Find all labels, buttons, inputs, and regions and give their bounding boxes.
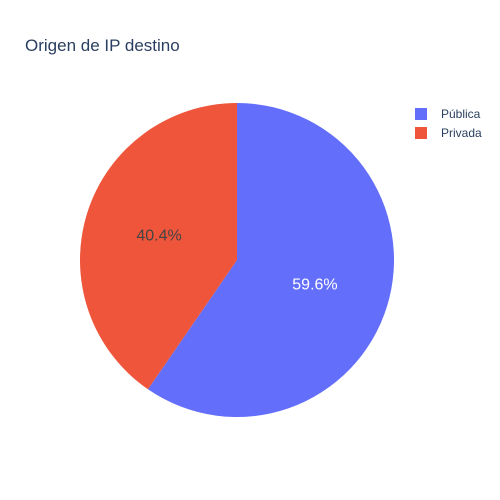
legend-swatch [415, 108, 427, 120]
pie-labels: 59.6% 40.4% [136, 228, 337, 294]
legend-swatch [415, 127, 427, 139]
slice-label-1: 59.6% [292, 276, 337, 293]
legend-label: Pública [441, 107, 481, 121]
pie-slices [80, 102, 394, 417]
legend-item-2[interactable]: Privada [415, 126, 482, 140]
legend: Pública Privada [415, 107, 482, 140]
pie-slice-1[interactable] [147, 103, 394, 417]
chart-title: Origen de IP destino [25, 36, 180, 55]
pie-slice-2[interactable] [80, 102, 237, 390]
legend-item-1[interactable]: Pública [415, 107, 481, 121]
slice-label-2: 40.4% [136, 228, 181, 245]
legend-label: Privada [441, 126, 482, 140]
